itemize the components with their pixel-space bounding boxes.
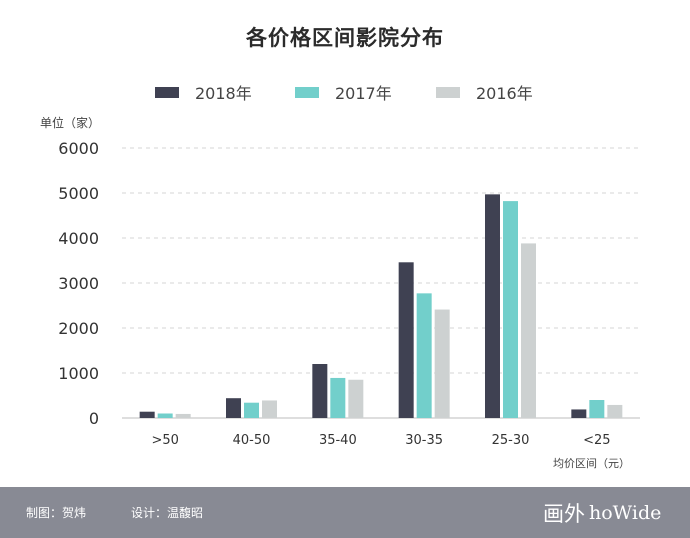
bar <box>157 413 173 418</box>
legend-item-2016: 2016年 <box>436 80 533 104</box>
bar <box>521 243 536 418</box>
bar <box>226 398 241 418</box>
x-tick-label: 30-35 <box>405 433 443 448</box>
y-tick-label: 4000 <box>58 229 99 248</box>
legend-swatch-2017 <box>295 86 319 98</box>
design-credit: 设计：温馥昭 <box>131 506 204 520</box>
brand-logo-en: hoWide <box>589 502 662 524</box>
y-tick-label: 3000 <box>58 274 99 293</box>
y-tick-label: 5000 <box>58 184 99 203</box>
bar-chart-plot: 0 1000 2000 3000 4000 5000 6000 >50 40-50 35-40 30… <box>58 139 640 448</box>
x-tick-label: 25-30 <box>492 433 530 448</box>
x-tick-label: <25 <box>583 433 610 448</box>
bar <box>416 293 432 418</box>
bar <box>312 364 328 418</box>
bar <box>244 402 259 418</box>
bar <box>262 400 277 418</box>
bar <box>175 413 191 418</box>
x-tick-label: 40-50 <box>233 433 271 448</box>
legend-swatch-2016 <box>436 86 460 98</box>
y-tick-label: 6000 <box>58 139 99 158</box>
legend-swatch-2018 <box>155 86 179 98</box>
y-tick-label: 2000 <box>58 319 99 338</box>
x-tick-label: >50 <box>151 433 178 448</box>
brand-logo-cn: 画外 <box>543 502 585 526</box>
chart-title: 各价格区间影院分布 <box>246 26 444 50</box>
legend-label-2017: 2017年 <box>335 84 392 103</box>
bar <box>398 262 414 418</box>
bar <box>139 411 155 418</box>
y-tick-label: 1000 <box>58 364 99 383</box>
legend-label-2018: 2018年 <box>195 84 252 103</box>
legend-label-2016: 2016年 <box>476 84 533 103</box>
x-tick-label: 35-40 <box>319 433 357 448</box>
bar <box>571 409 587 418</box>
y-axis-unit-label: 单位（家） <box>40 116 101 130</box>
brand-logo: 画外 hoWide <box>543 498 661 528</box>
chart-legend: 2018年 2017年 2016年 <box>0 80 690 104</box>
bar <box>348 379 364 418</box>
bar <box>485 194 500 418</box>
bar <box>434 309 450 418</box>
legend-item-2017: 2017年 <box>295 80 392 104</box>
y-tick-label: 0 <box>89 409 99 428</box>
bar <box>589 400 605 418</box>
bar <box>330 377 346 418</box>
bar <box>503 201 518 418</box>
chart-credit: 制图：贺炜 <box>26 506 87 520</box>
bar <box>607 404 623 418</box>
x-axis-unit-label: 均价区间（元） <box>553 457 630 470</box>
legend-item-2018: 2018年 <box>155 80 252 104</box>
footer-bar: 制图：贺炜 设计：温馥昭 画外 hoWide <box>0 487 690 538</box>
